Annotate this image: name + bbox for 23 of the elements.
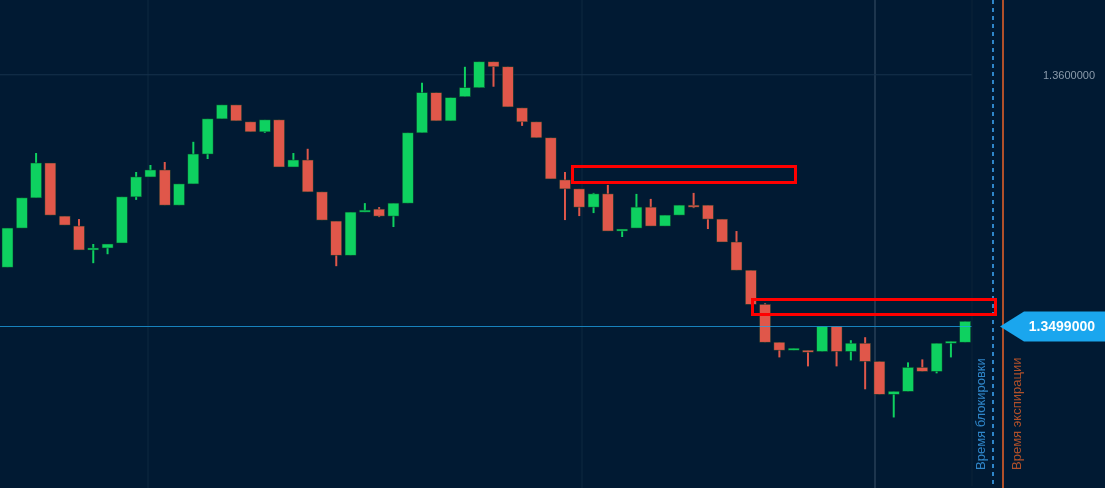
- candlestick: [559, 170, 571, 222]
- candlestick: [87, 243, 100, 265]
- candlestick: [73, 218, 85, 251]
- text: Время блокировки: [973, 358, 988, 470]
- candlestick: [387, 202, 400, 229]
- candlestick: [716, 218, 728, 243]
- y-tick-label: 1.3499000: [1028, 318, 1096, 335]
- candlestick: [444, 96, 457, 122]
- candlestick: [173, 182, 185, 207]
- candlestick: [845, 339, 857, 362]
- candlestick: [630, 192, 643, 230]
- candlestick: [702, 204, 714, 231]
- candlestick: [887, 390, 900, 419]
- candlestick: [487, 60, 500, 88]
- candlestick: [859, 336, 871, 391]
- candlestick: [573, 187, 586, 218]
- candlestick: [902, 361, 914, 393]
- candlestick: [959, 320, 971, 344]
- candlestick: [130, 170, 142, 201]
- text: Время экспирации: [1009, 357, 1024, 470]
- y-tick-label: 1.3600000: [1043, 68, 1095, 81]
- candlestick: [644, 197, 657, 228]
- candlestick: [459, 65, 471, 98]
